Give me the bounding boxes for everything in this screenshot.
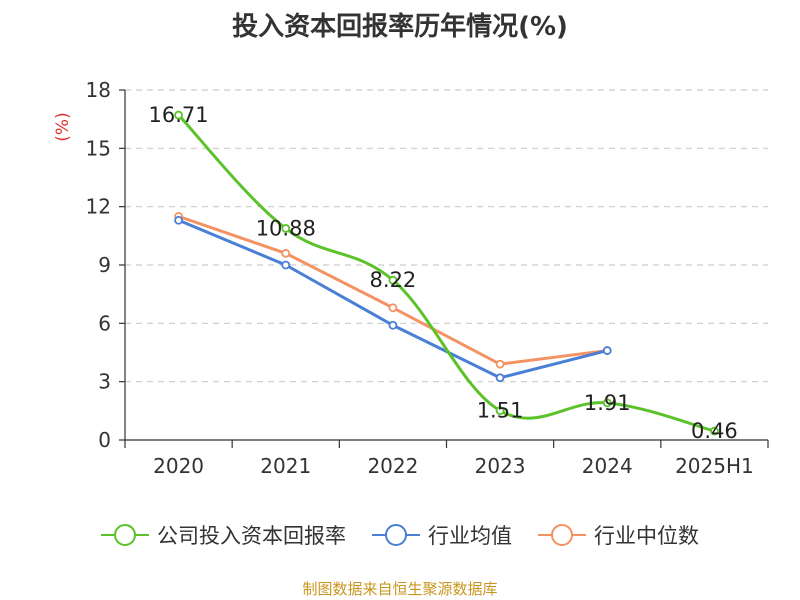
x-tick-label: 2022 bbox=[367, 454, 418, 478]
data-point bbox=[388, 320, 398, 330]
data-point bbox=[495, 373, 505, 383]
y-tick-label: 9 bbox=[98, 253, 111, 277]
x-tick-label: 2021 bbox=[260, 454, 311, 478]
legend-line-circle-icon bbox=[372, 523, 420, 547]
series-line bbox=[177, 113, 716, 433]
legend-item[interactable]: 公司投入资本回报率 bbox=[101, 520, 346, 550]
data-label: 8.22 bbox=[370, 268, 417, 292]
data-point bbox=[495, 359, 505, 369]
data-label: 10.88 bbox=[256, 216, 316, 240]
data-point bbox=[388, 275, 398, 285]
data-point bbox=[602, 398, 612, 408]
data-point bbox=[388, 303, 398, 313]
data-label: 1.91 bbox=[584, 391, 631, 415]
axis-layer: 0 3 6 9 12 15 18 (%) 2020 2021 2022 2023 2024 2025H1 bbox=[53, 78, 769, 478]
data-point bbox=[495, 406, 505, 416]
x-tick-label: 2023 bbox=[475, 454, 526, 478]
x-tick-label: 2024 bbox=[582, 454, 633, 478]
legend-item[interactable]: 行业中位数 bbox=[538, 520, 699, 550]
data-point bbox=[281, 260, 291, 270]
legend-label: 行业均值 bbox=[428, 524, 512, 548]
data-label: 1.51 bbox=[477, 399, 524, 423]
legend-line-circle-icon bbox=[101, 523, 149, 547]
data-point bbox=[174, 110, 183, 120]
data-label-layer: 16.71 10.88 8.22 1.51 1.91 0.46 bbox=[149, 103, 738, 443]
y-tick-label: 18 bbox=[86, 78, 111, 102]
source-note: 制图数据来自恒生聚源数据库 bbox=[302, 580, 498, 598]
legend-item[interactable]: 行业均值 bbox=[372, 520, 512, 550]
chart-title: 投入资本回报率历年情况(%) bbox=[232, 12, 568, 42]
series-line bbox=[177, 218, 609, 380]
y-tick-label: 6 bbox=[98, 311, 111, 335]
y-axis-label: (%) bbox=[53, 112, 73, 141]
y-tick-label: 3 bbox=[98, 370, 111, 394]
data-point bbox=[281, 248, 291, 258]
grid-layer bbox=[125, 89, 768, 383]
y-tick-label: 15 bbox=[86, 136, 111, 160]
data-label: 0.46 bbox=[691, 419, 738, 443]
series-layer bbox=[174, 110, 719, 436]
legend-line-circle-icon bbox=[538, 523, 586, 547]
data-point bbox=[602, 346, 612, 355]
data-point bbox=[710, 426, 719, 436]
legend-label: 公司投入资本回报率 bbox=[157, 524, 346, 548]
y-tick-label: 0 bbox=[98, 428, 111, 452]
legend-label: 行业中位数 bbox=[594, 524, 699, 548]
x-tick-label: 2025H1 bbox=[675, 454, 754, 478]
legend: 公司投入资本回报率 行业均值 行业中位数 bbox=[0, 520, 800, 550]
y-tick-label: 12 bbox=[86, 195, 111, 219]
data-point bbox=[281, 224, 291, 233]
data-point bbox=[174, 215, 183, 225]
x-tick-label: 2020 bbox=[153, 454, 204, 478]
data-label: 16.71 bbox=[149, 103, 209, 127]
